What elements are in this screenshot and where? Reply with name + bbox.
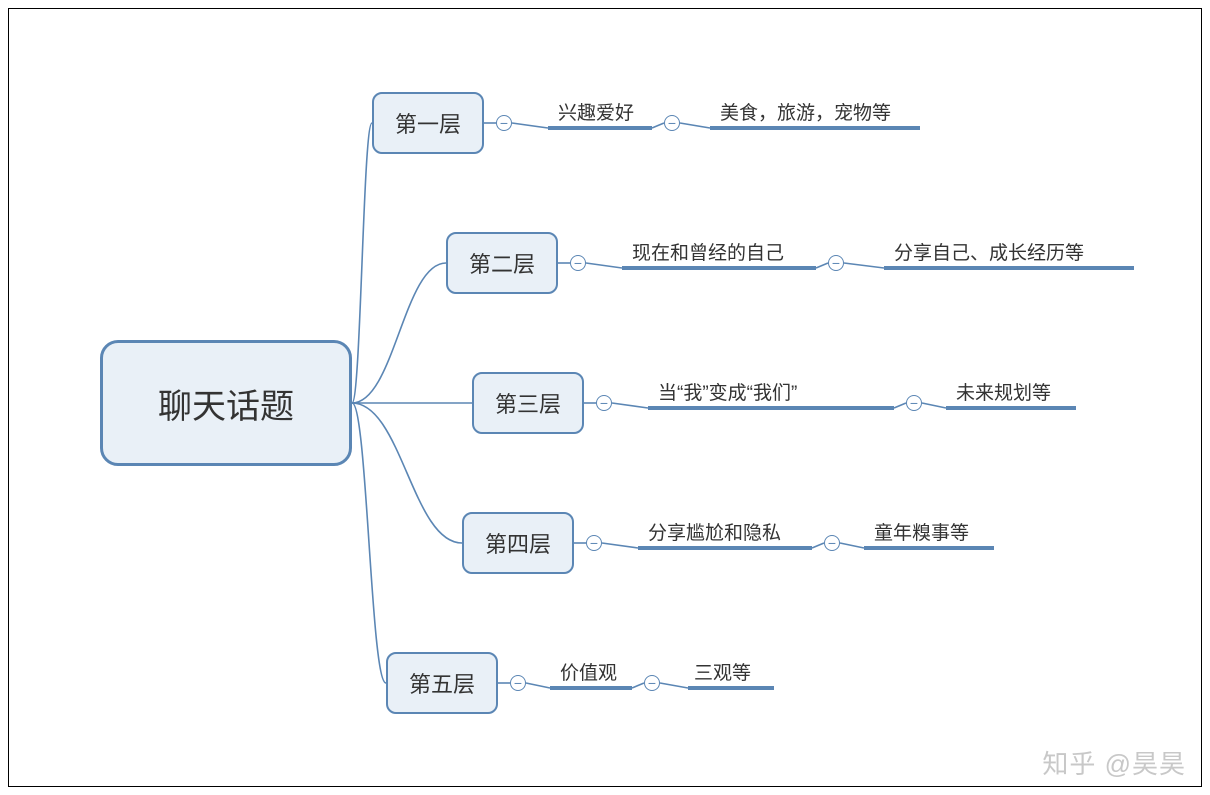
level-box-label: 第一层: [395, 107, 461, 139]
sub-label-5[interactable]: 价值观: [560, 658, 617, 685]
collapse-toggle-icon[interactable]: −: [644, 675, 660, 691]
underline: [648, 406, 894, 410]
level-box-4[interactable]: 第四层: [462, 512, 574, 574]
watermark: 知乎 @昊昊: [1042, 744, 1186, 781]
underline: [638, 546, 812, 550]
level-box-3[interactable]: 第三层: [472, 372, 584, 434]
level-box-label: 第四层: [485, 527, 551, 559]
level-box-1[interactable]: 第一层: [372, 92, 484, 154]
collapse-toggle-icon[interactable]: −: [570, 255, 586, 271]
collapse-toggle-icon[interactable]: −: [510, 675, 526, 691]
collapse-toggle-icon[interactable]: −: [586, 535, 602, 551]
detail-label-4[interactable]: 童年糗事等: [874, 518, 969, 545]
level-box-5[interactable]: 第五层: [386, 652, 498, 714]
underline: [688, 686, 774, 690]
level-box-2[interactable]: 第二层: [446, 232, 558, 294]
collapse-toggle-icon[interactable]: −: [828, 255, 844, 271]
underline: [946, 406, 1076, 410]
underline: [550, 686, 632, 690]
collapse-toggle-icon[interactable]: −: [824, 535, 840, 551]
level-box-label: 第三层: [495, 387, 561, 419]
detail-label-5[interactable]: 三观等: [694, 658, 751, 685]
sub-label-2[interactable]: 现在和曾经的自己: [632, 238, 784, 265]
level-box-label: 第二层: [469, 247, 535, 279]
collapse-toggle-icon[interactable]: −: [496, 115, 512, 131]
sub-label-1[interactable]: 兴趣爱好: [558, 98, 634, 125]
collapse-toggle-icon[interactable]: −: [906, 395, 922, 411]
detail-label-2[interactable]: 分享自己、成长经历等: [894, 238, 1084, 265]
detail-label-1[interactable]: 美食，旅游，宠物等: [720, 98, 891, 125]
root-label: 聊天话题: [158, 379, 294, 428]
underline: [864, 546, 994, 550]
level-box-label: 第五层: [409, 667, 475, 699]
root-node[interactable]: 聊天话题: [100, 340, 352, 466]
underline: [622, 266, 816, 270]
underline: [548, 126, 652, 130]
sub-label-3[interactable]: 当“我”变成“我们”: [658, 378, 797, 405]
detail-label-3[interactable]: 未来规划等: [956, 378, 1051, 405]
collapse-toggle-icon[interactable]: −: [596, 395, 612, 411]
underline: [710, 126, 920, 130]
collapse-toggle-icon[interactable]: −: [664, 115, 680, 131]
underline: [884, 266, 1134, 270]
sub-label-4[interactable]: 分享尴尬和隐私: [648, 518, 781, 545]
